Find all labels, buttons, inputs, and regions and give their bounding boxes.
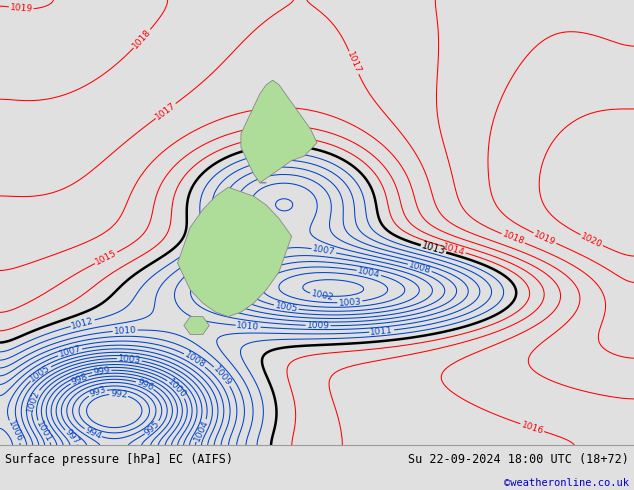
Text: Su 22-09-2024 18:00 UTC (18+72): Su 22-09-2024 18:00 UTC (18+72) <box>408 453 629 466</box>
Text: 1010: 1010 <box>113 325 137 336</box>
Text: 1009: 1009 <box>212 365 233 388</box>
Text: 1019: 1019 <box>10 3 33 14</box>
Text: 1003: 1003 <box>117 354 141 365</box>
Text: 1005: 1005 <box>274 301 299 314</box>
Text: 1001: 1001 <box>34 419 53 444</box>
Text: 1008: 1008 <box>408 260 432 275</box>
Text: 1007: 1007 <box>312 245 336 257</box>
Text: 998: 998 <box>70 372 89 387</box>
Text: 1003: 1003 <box>338 297 361 308</box>
Text: 1006: 1006 <box>257 253 281 269</box>
Text: 1002: 1002 <box>25 389 41 414</box>
Text: 1018: 1018 <box>131 27 153 50</box>
Text: 1017: 1017 <box>346 50 363 75</box>
Text: 1006: 1006 <box>6 419 24 444</box>
Text: 1019: 1019 <box>533 229 557 247</box>
Text: 1011: 1011 <box>370 326 394 337</box>
Text: 1016: 1016 <box>520 420 545 436</box>
Text: ©weatheronline.co.uk: ©weatheronline.co.uk <box>504 478 629 488</box>
Text: 1012: 1012 <box>70 316 95 330</box>
Text: 1013: 1013 <box>420 241 446 257</box>
Polygon shape <box>184 317 209 334</box>
Text: 1017: 1017 <box>154 100 178 122</box>
Text: 1008: 1008 <box>183 350 207 370</box>
Text: 1004: 1004 <box>193 418 210 443</box>
Text: 1004: 1004 <box>357 266 381 279</box>
Text: 992: 992 <box>110 389 127 400</box>
Polygon shape <box>241 80 317 183</box>
Text: 1018: 1018 <box>501 230 526 247</box>
Text: 996: 996 <box>135 377 155 392</box>
Text: Surface pressure [hPa] EC (AIFS): Surface pressure [hPa] EC (AIFS) <box>5 453 233 466</box>
Text: 1002: 1002 <box>310 289 334 302</box>
Text: 1020: 1020 <box>579 231 604 249</box>
Text: 997: 997 <box>63 427 81 446</box>
Text: 993: 993 <box>88 385 107 399</box>
Text: 1014: 1014 <box>441 242 466 257</box>
Text: 1015: 1015 <box>94 248 119 267</box>
Text: 1010: 1010 <box>236 321 260 332</box>
Text: 995: 995 <box>143 419 162 437</box>
Polygon shape <box>178 187 292 317</box>
Text: 1007: 1007 <box>58 344 82 359</box>
Text: 1000: 1000 <box>166 377 188 400</box>
Text: 1005: 1005 <box>29 363 52 384</box>
Text: 994: 994 <box>83 426 103 441</box>
Text: 1009: 1009 <box>306 321 330 330</box>
Text: 999: 999 <box>93 366 111 376</box>
